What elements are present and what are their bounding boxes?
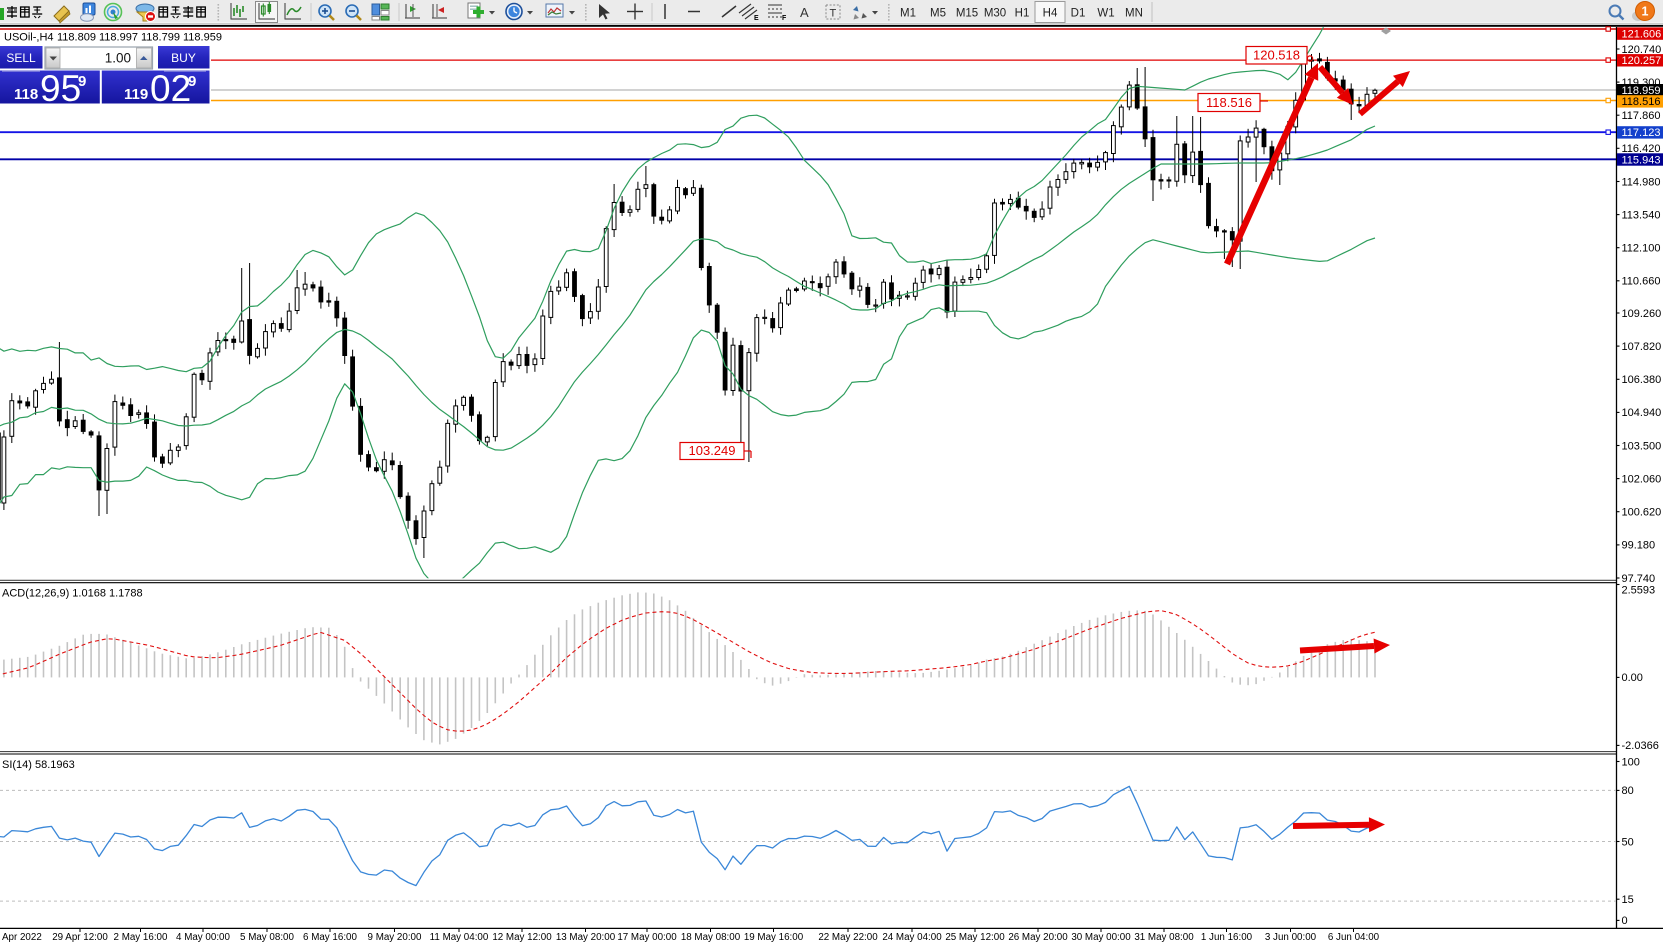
svg-text:80: 80 [1622, 785, 1634, 797]
svg-text:9: 9 [188, 73, 196, 90]
svg-text:1.00: 1.00 [105, 51, 131, 66]
svg-text:H4: H4 [1043, 8, 1058, 20]
svg-text:99.180: 99.180 [1622, 540, 1656, 552]
svg-text:T: T [830, 8, 837, 20]
svg-text:120.518: 120.518 [1253, 48, 1300, 63]
svg-text:1: 1 [1642, 5, 1649, 19]
svg-text:15: 15 [1622, 894, 1634, 906]
svg-text:5 May 08:00: 5 May 08:00 [240, 932, 294, 943]
svg-text:A: A [800, 5, 809, 20]
svg-text:E: E [754, 15, 759, 22]
svg-text:6 Jun 04:00: 6 Jun 04:00 [1328, 932, 1380, 943]
svg-text:M5: M5 [930, 8, 946, 20]
svg-text:9 May 20:00: 9 May 20:00 [368, 932, 422, 943]
svg-text:17 May 00:00: 17 May 00:00 [617, 932, 677, 943]
svg-text:MN: MN [1125, 8, 1143, 20]
svg-text:118.809 118.997 118.799 118.95: 118.809 118.997 118.799 118.959 [57, 32, 222, 44]
svg-text:2.5593: 2.5593 [1622, 584, 1656, 596]
svg-text:120.740: 120.740 [1622, 44, 1662, 56]
svg-text:3 Jun 00:00: 3 Jun 00:00 [1265, 932, 1317, 943]
svg-text:97.740: 97.740 [1622, 573, 1656, 585]
svg-text:F: F [782, 15, 787, 22]
svg-text:Apr 2022: Apr 2022 [2, 932, 42, 943]
svg-text:BUY: BUY [171, 51, 196, 65]
svg-text:6 May 16:00: 6 May 16:00 [303, 932, 357, 943]
svg-text:117.123: 117.123 [1622, 127, 1661, 139]
svg-text:114.980: 114.980 [1622, 176, 1661, 188]
svg-text:29 Apr 12:00: 29 Apr 12:00 [52, 932, 108, 943]
svg-text:SI(14) 58.1963: SI(14) 58.1963 [2, 759, 75, 771]
svg-text:107.820: 107.820 [1622, 341, 1662, 353]
svg-text:102.060: 102.060 [1622, 473, 1662, 485]
svg-text:M15: M15 [956, 8, 978, 20]
svg-text:19 May 16:00: 19 May 16:00 [744, 932, 804, 943]
svg-text:26 May 20:00: 26 May 20:00 [1008, 932, 1068, 943]
svg-text:113.540: 113.540 [1622, 209, 1661, 221]
svg-text:103.500: 103.500 [1622, 440, 1662, 452]
svg-text:W1: W1 [1097, 8, 1114, 20]
svg-text:116.420: 116.420 [1622, 143, 1661, 155]
svg-text:119: 119 [124, 86, 148, 103]
svg-text:31 May 08:00: 31 May 08:00 [1134, 932, 1194, 943]
svg-text:118.516: 118.516 [1622, 96, 1661, 108]
svg-text:9: 9 [78, 73, 86, 90]
svg-text:-2.0366: -2.0366 [1622, 740, 1659, 752]
svg-text:13 May 20:00: 13 May 20:00 [556, 932, 616, 943]
svg-text:118: 118 [14, 86, 38, 103]
svg-text:24 May 04:00: 24 May 04:00 [882, 932, 942, 943]
svg-text:ACD(12,26,9) 1.0168 1.1788: ACD(12,26,9) 1.0168 1.1788 [2, 588, 143, 600]
svg-text:25 May 12:00: 25 May 12:00 [945, 932, 1005, 943]
svg-text:0: 0 [1622, 915, 1628, 927]
svg-text:USOil-,H4: USOil-,H4 [4, 32, 54, 44]
svg-text:112.100: 112.100 [1622, 243, 1661, 255]
svg-text:12 May 12:00: 12 May 12:00 [492, 932, 552, 943]
svg-text:115.943: 115.943 [1622, 154, 1661, 166]
svg-text:0.00: 0.00 [1622, 672, 1643, 684]
svg-text:120.257: 120.257 [1622, 55, 1662, 67]
svg-text:118.516: 118.516 [1206, 95, 1252, 110]
svg-text:D1: D1 [1071, 8, 1086, 20]
svg-text:50: 50 [1622, 836, 1634, 848]
svg-text:100: 100 [1622, 756, 1640, 768]
svg-text:106.380: 106.380 [1622, 374, 1662, 386]
svg-text:SELL: SELL [6, 51, 36, 65]
svg-text:18 May 08:00: 18 May 08:00 [681, 932, 741, 943]
svg-text:100.620: 100.620 [1622, 507, 1662, 519]
svg-text:22 May 22:00: 22 May 22:00 [818, 932, 878, 943]
svg-text:109.260: 109.260 [1622, 308, 1662, 320]
svg-text:104.940: 104.940 [1622, 407, 1662, 419]
svg-text:4 May 00:00: 4 May 00:00 [176, 932, 230, 943]
svg-text:M1: M1 [900, 8, 916, 20]
svg-text:1 Jun 16:00: 1 Jun 16:00 [1201, 932, 1253, 943]
svg-text:103.249: 103.249 [689, 443, 736, 458]
svg-text:118.959: 118.959 [1622, 85, 1661, 97]
svg-text:30 May 00:00: 30 May 00:00 [1071, 932, 1131, 943]
svg-text:121.606: 121.606 [1622, 28, 1662, 40]
svg-text:110.660: 110.660 [1622, 276, 1661, 288]
svg-text:02: 02 [150, 68, 191, 109]
svg-text:2 May 16:00: 2 May 16:00 [114, 932, 168, 943]
svg-text:117.860: 117.860 [1622, 110, 1661, 122]
svg-text:11 May 04:00: 11 May 04:00 [430, 932, 489, 943]
svg-text:95: 95 [40, 68, 81, 109]
svg-text:H1: H1 [1015, 8, 1030, 20]
svg-text:M30: M30 [984, 8, 1006, 20]
